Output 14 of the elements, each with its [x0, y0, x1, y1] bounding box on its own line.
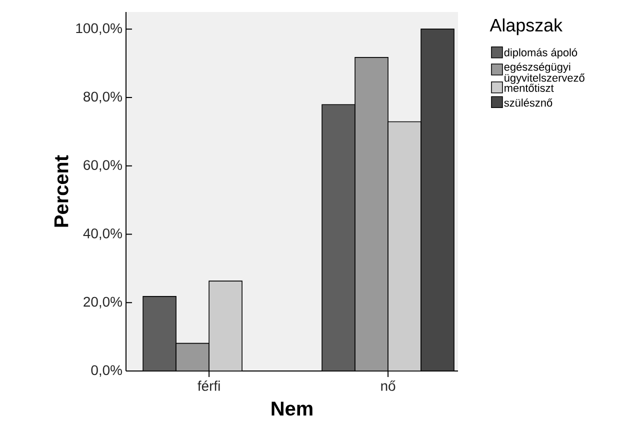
y-axis-title: Percent — [54, 155, 68, 227]
y-tick-label: 100,0% — [76, 23, 122, 35]
x-tick-label: férfi — [198, 380, 220, 391]
y-tick-label: 0,0% — [91, 365, 122, 377]
legend-label: diplomás ápoló — [504, 48, 578, 59]
y-tick-label: 60,0% — [84, 160, 122, 172]
x-axis-title: Nem — [272, 402, 312, 416]
x-tick-label: nő — [381, 380, 396, 391]
y-tick-label: 20,0% — [84, 296, 122, 308]
y-tick-label: 80,0% — [84, 92, 122, 104]
legend-title: Alapszak — [490, 18, 563, 36]
legend-label: szülésznő — [504, 98, 552, 107]
y-tick-label: 40,0% — [83, 228, 122, 240]
legend-label: mentőtiszt — [504, 84, 554, 92]
